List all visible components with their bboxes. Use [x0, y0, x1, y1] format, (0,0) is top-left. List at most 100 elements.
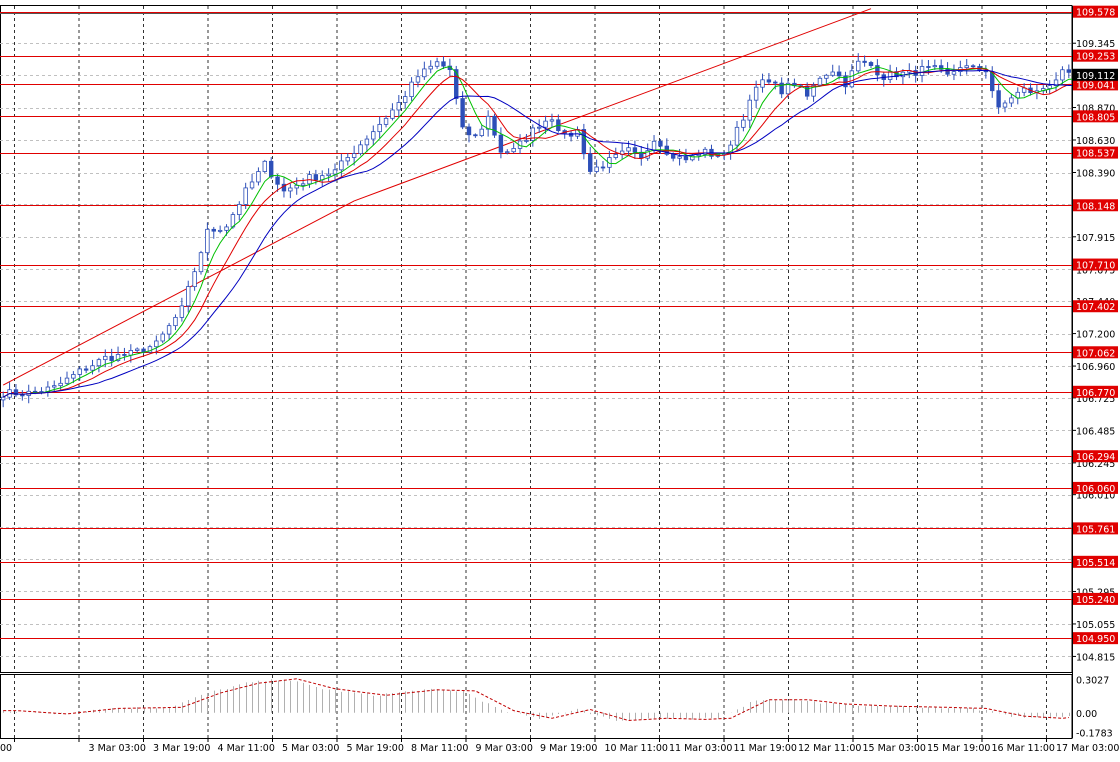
level-label-box — [1073, 346, 1118, 359]
candle-body — [524, 140, 529, 142]
candle-body — [479, 128, 484, 137]
candle-body — [690, 155, 695, 161]
candle-body — [211, 228, 216, 232]
candle-body — [613, 154, 618, 158]
osc-signal-line — [3, 678, 1069, 722]
price-tick-label: 109.345 — [1076, 39, 1115, 50]
candle-body — [766, 79, 772, 83]
candle-body — [103, 355, 108, 361]
candle-body — [1009, 97, 1014, 104]
candle-body — [460, 98, 465, 128]
candle-body — [300, 183, 306, 186]
level-label: 109.578 — [1076, 8, 1115, 19]
osc-tick-label: 0.00 — [1076, 709, 1097, 720]
candle-body — [1060, 69, 1065, 81]
trendline-layer — [0, 8, 1072, 639]
candle-body — [760, 79, 765, 88]
level-label-box — [1073, 146, 1118, 159]
level-label-box — [1073, 385, 1118, 398]
candle-body — [179, 305, 185, 318]
level-label: 108.537 — [1076, 149, 1115, 160]
time-tick-label: 8 Mar 11:00 — [411, 743, 468, 754]
candle-body — [434, 61, 440, 67]
candle-body — [128, 350, 134, 356]
trendline — [2, 200, 355, 386]
candle-body — [1021, 87, 1027, 93]
candle-body — [588, 153, 593, 172]
candle-body — [217, 229, 223, 232]
level-label: 104.950 — [1076, 634, 1115, 645]
candle-body — [505, 151, 510, 154]
level-label: 106.294 — [1076, 452, 1115, 463]
price-tick-label: 107.915 — [1076, 233, 1115, 244]
candle-body — [811, 84, 816, 97]
candle-body — [600, 166, 606, 169]
time-tick-label: 16 Mar 11:00 — [992, 743, 1055, 754]
candle-body — [409, 81, 414, 98]
current-price-box — [1073, 68, 1118, 81]
time-tick-label: 15 Mar 19:00 — [927, 743, 990, 754]
level-label: 106.060 — [1076, 484, 1115, 495]
candle-body — [926, 66, 931, 68]
candle-body — [996, 90, 1001, 108]
candle-body — [122, 354, 127, 356]
time-tick-label: 9 Mar 19:00 — [540, 743, 597, 754]
candle-body — [862, 60, 867, 63]
moving-average-layer — [2, 65, 1075, 398]
candle-body — [773, 81, 778, 84]
candle-body — [275, 176, 280, 185]
candle-body — [351, 153, 357, 158]
candle-body — [313, 174, 319, 181]
level-label-box — [1073, 258, 1118, 271]
level-label-box — [1073, 110, 1118, 123]
candle-body — [345, 157, 350, 162]
candle-body — [339, 160, 344, 171]
candle-body — [875, 65, 880, 76]
candle-body — [166, 325, 172, 335]
candle-body — [268, 160, 274, 178]
candle-body — [160, 333, 165, 342]
candle-body — [134, 348, 140, 351]
candle-body — [383, 117, 389, 125]
ma-mid-line — [2, 67, 1075, 398]
candle-body — [817, 77, 823, 86]
price-tick-label: 105.055 — [1076, 620, 1115, 631]
candle-body — [441, 61, 446, 67]
level-label: 109.253 — [1076, 52, 1115, 63]
level-label: 108.148 — [1076, 201, 1115, 212]
candle-body — [64, 377, 70, 384]
candle-body — [186, 286, 191, 307]
candle-body — [115, 354, 121, 361]
ma-slow-line — [2, 69, 1075, 398]
candle-body — [332, 169, 338, 175]
grid-layer — [0, 5, 1073, 739]
price-tick-label: 107.200 — [1076, 330, 1115, 341]
osc-tick-label: -0.1783 — [1076, 728, 1113, 739]
level-label: 106.770 — [1076, 388, 1115, 399]
level-label-box — [1073, 522, 1118, 535]
time-tick-label: 3 Mar 19:00 — [153, 743, 210, 754]
candle-body — [785, 82, 791, 95]
level-label: 108.805 — [1076, 112, 1115, 123]
price-tick-label: 108.870 — [1076, 104, 1115, 115]
candle-body — [945, 68, 950, 75]
candle-body — [415, 76, 421, 83]
candle-body — [741, 119, 746, 128]
level-label: 105.761 — [1076, 524, 1115, 535]
candle-body — [198, 252, 204, 273]
candle-body — [747, 99, 752, 121]
candle-body — [645, 150, 650, 159]
time-tick-label: 4 Mar 11:00 — [218, 743, 275, 754]
candle-body — [192, 271, 197, 288]
candle-body — [237, 203, 242, 215]
candle-body — [626, 147, 631, 152]
time-tick-label: 11 Mar 03:00 — [669, 743, 732, 754]
level-label-box — [1073, 5, 1118, 18]
candle-body — [377, 123, 382, 133]
candle-body — [1053, 79, 1059, 87]
level-label-box — [1073, 300, 1118, 313]
level-label-box — [1073, 555, 1118, 568]
level-label: 109.041 — [1076, 80, 1115, 91]
